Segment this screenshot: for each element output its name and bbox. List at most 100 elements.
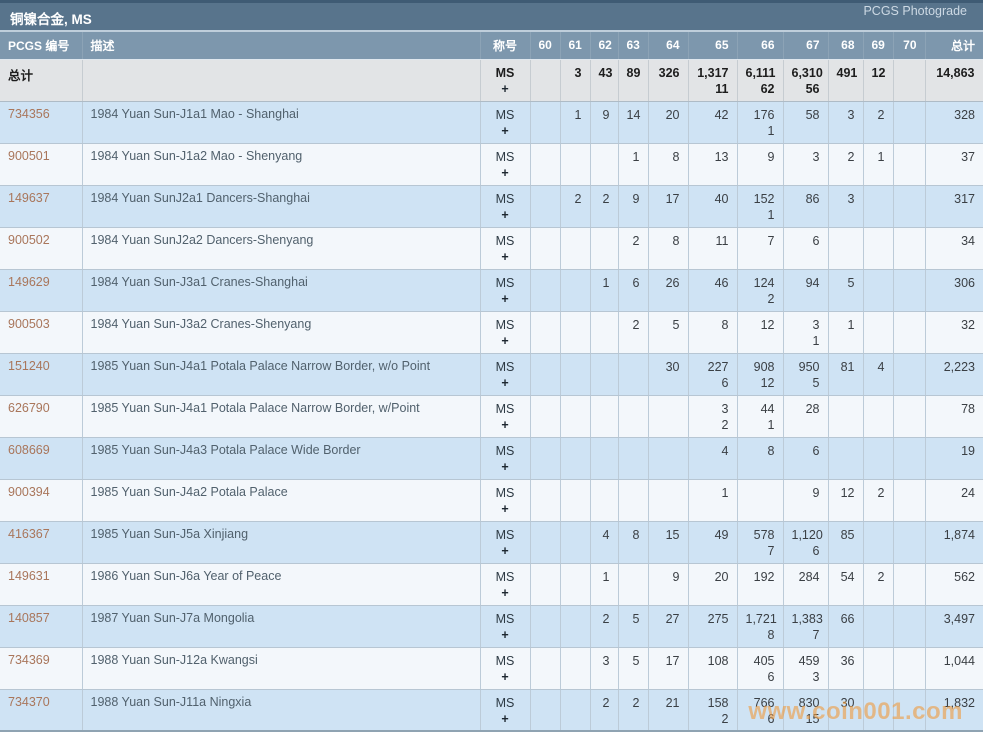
grade-value-plus: 2 (721, 417, 729, 432)
grade-value-ms (569, 569, 582, 585)
pcgs-number-link[interactable]: 151240 (8, 358, 50, 373)
grade-value-ms: 20 (714, 569, 729, 584)
grade-value-ms: 12 (760, 317, 775, 332)
grade-value-plus (627, 81, 640, 97)
grade-value-plus (697, 333, 729, 349)
column-header-grade-63: 63 (618, 32, 649, 60)
table-row: 900503 1984 Yuan Sun-J3a2 Cranes-Shenyang… (0, 311, 983, 354)
pcgs-number-link[interactable]: 626790 (8, 400, 50, 415)
grade-cell-64: 5 (648, 311, 689, 354)
column-header-designation: 称号 (480, 32, 531, 60)
grade-cell-62: 2 (590, 689, 619, 730)
grade-cell-64: 30 (648, 353, 689, 396)
table-row: 900394 1985 Yuan Sun-J4a2 Potala Palace MS… (0, 479, 983, 522)
pcgs-number-link[interactable]: 149629 (8, 274, 50, 289)
pcgs-number-link[interactable]: 140857 (8, 610, 50, 625)
pcgs-number-link[interactable]: 900501 (8, 148, 50, 163)
grade-value-ms (599, 233, 610, 249)
grade-value-ms: 17 (665, 653, 680, 668)
grade-cell-60 (530, 563, 561, 606)
column-header-grade-70: 70 (893, 32, 926, 60)
grade-value-ms: 152 (753, 191, 775, 206)
grade-value-ms: 12 (871, 65, 886, 80)
grade-cell-69 (863, 185, 894, 228)
grade-cell-64: 17 (648, 185, 689, 228)
grade-cell-64 (648, 395, 689, 438)
pcgs-number-link[interactable]: 900503 (8, 316, 50, 331)
grade-value-plus (569, 375, 582, 391)
grade-value-plus (872, 165, 885, 181)
pcgs-number-link[interactable]: 900394 (8, 484, 50, 499)
grade-value-ms (627, 359, 640, 375)
grade-value-ms (539, 527, 552, 543)
grade-cell-63: 6 (618, 269, 649, 312)
table-row: 140857 1987 Yuan Sun-J7a Mongolia MS + 2 5 … (0, 605, 983, 648)
grade-cell-66: 6,111 62 (737, 59, 784, 102)
grade-value-plus: 6 (812, 543, 820, 558)
pcgs-number-link[interactable]: 149637 (8, 190, 50, 205)
grade-cell-64: 26 (648, 269, 689, 312)
grade-cell-70 (893, 101, 926, 144)
photograde-link[interactable]: PCGS Photograde (863, 4, 967, 18)
grade-value-plus (599, 249, 610, 265)
pcgs-number-link[interactable]: 734356 (8, 106, 50, 121)
grade-value-plus (837, 669, 855, 685)
designation-cell: MS + (480, 689, 531, 730)
pcgs-number-link[interactable]: 416367 (8, 526, 50, 541)
grade-cell-62 (590, 227, 619, 270)
grade-value-plus (569, 81, 582, 97)
grade-cell-65: 46 (688, 269, 738, 312)
table-row: 149631 1986 Yuan Sun-J6a Year of Peace MS +… (0, 563, 983, 606)
grade-value-ms (539, 65, 552, 81)
grade-cell-61 (560, 437, 591, 480)
grade-value-ms: 8 (632, 527, 640, 542)
column-header-grade-66: 66 (737, 32, 784, 60)
pcgs-number-link[interactable]: 734370 (8, 694, 50, 709)
grade-value-ms: 275 (707, 611, 729, 626)
grade-value-plus (872, 543, 885, 559)
grade-value-plus (902, 669, 917, 685)
grade-value-ms: 12 (840, 485, 855, 500)
designation-ms: MS (495, 65, 515, 80)
grade-value-ms: 6,310 (791, 65, 823, 80)
pcgs-number-link[interactable]: 149631 (8, 568, 50, 583)
grade-cell-67: 6 (783, 437, 829, 480)
grade-value-ms (539, 191, 552, 207)
grade-value-ms (539, 317, 552, 333)
grade-value-ms: 1 (847, 317, 855, 332)
grade-value-plus (872, 711, 885, 727)
grade-value-plus (599, 627, 610, 643)
grade-value-plus (539, 627, 552, 643)
grade-value-plus (569, 627, 582, 643)
grade-cell-64 (648, 479, 689, 522)
grade-cell-60 (530, 59, 561, 102)
grade-value-plus (837, 375, 855, 391)
grade-value-ms: 28 (805, 401, 820, 416)
table-header-row: PCGS 编号 描述 称号 60 61 62 63 64 65 66 67 68 69 70 总计 (0, 32, 983, 60)
total-cell: 19 (925, 437, 983, 480)
pcgs-number-link[interactable]: 608669 (8, 442, 50, 457)
pcgs-number-cell: 900501 (0, 143, 83, 186)
grade-cell-64: 27 (648, 605, 689, 648)
pcgs-number-link[interactable]: 900502 (8, 232, 50, 247)
grade-cell-64: 9 (648, 563, 689, 606)
grade-value-ms: 4 (721, 443, 729, 458)
grade-cell-62 (590, 143, 619, 186)
grade-value-ms (539, 569, 552, 585)
grade-cell-69: 2 (863, 479, 894, 522)
grade-value-ms (657, 485, 680, 501)
grade-cell-66: 9 (737, 143, 784, 186)
grade-value-plus (539, 585, 552, 601)
grade-value-plus (539, 291, 552, 307)
grade-value-ms: 14 (626, 107, 641, 122)
coin-description: 1984 Yuan SunJ2a2 Dancers-Shenyang (82, 227, 481, 270)
pcgs-number-link[interactable]: 734369 (8, 652, 50, 667)
grade-value-ms (902, 275, 917, 291)
grade-value-plus (539, 459, 552, 475)
grade-value-plus: 1 (767, 417, 775, 432)
grade-value-ms (569, 149, 582, 165)
grade-value-plus (569, 291, 582, 307)
grade-value-ms: 3 (812, 149, 820, 164)
grade-cell-60 (530, 311, 561, 354)
grade-value-plus (792, 249, 820, 265)
